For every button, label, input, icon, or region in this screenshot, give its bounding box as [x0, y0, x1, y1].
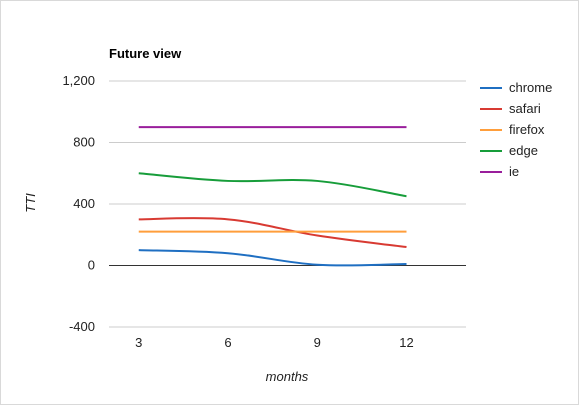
- x-tick-label: 3: [135, 335, 142, 350]
- x-tick-labels: 3 6 9 12: [135, 335, 414, 350]
- x-tick-label: 6: [224, 335, 231, 350]
- legend-label-ie: ie: [509, 164, 519, 179]
- x-axis-title: months: [266, 369, 309, 384]
- y-tick-labels: -400 0 400 800 1,200: [62, 73, 95, 334]
- series-lines: [138, 126, 407, 267]
- series-line-chrome: [138, 249, 407, 267]
- series-line-safari: [138, 217, 407, 249]
- legend-label-chrome: chrome: [509, 80, 552, 95]
- legend: chrome safari firefox edge ie: [480, 80, 552, 179]
- gridlines: [109, 80, 466, 328]
- y-axis-title: TTI: [23, 193, 38, 213]
- y-tick-label: -400: [69, 319, 95, 334]
- legend-label-edge: edge: [509, 143, 538, 158]
- x-tick-label: 12: [399, 335, 413, 350]
- chart-title: Future view: [109, 46, 182, 61]
- legend-label-safari: safari: [509, 101, 541, 116]
- y-tick-label: 400: [73, 196, 95, 211]
- legend-label-firefox: firefox: [509, 122, 545, 137]
- y-tick-label: 800: [73, 135, 95, 150]
- y-tick-label: 0: [88, 258, 95, 273]
- x-tick-label: 9: [314, 335, 321, 350]
- series-line-edge: [138, 172, 407, 198]
- y-tick-label: 1,200: [62, 73, 95, 88]
